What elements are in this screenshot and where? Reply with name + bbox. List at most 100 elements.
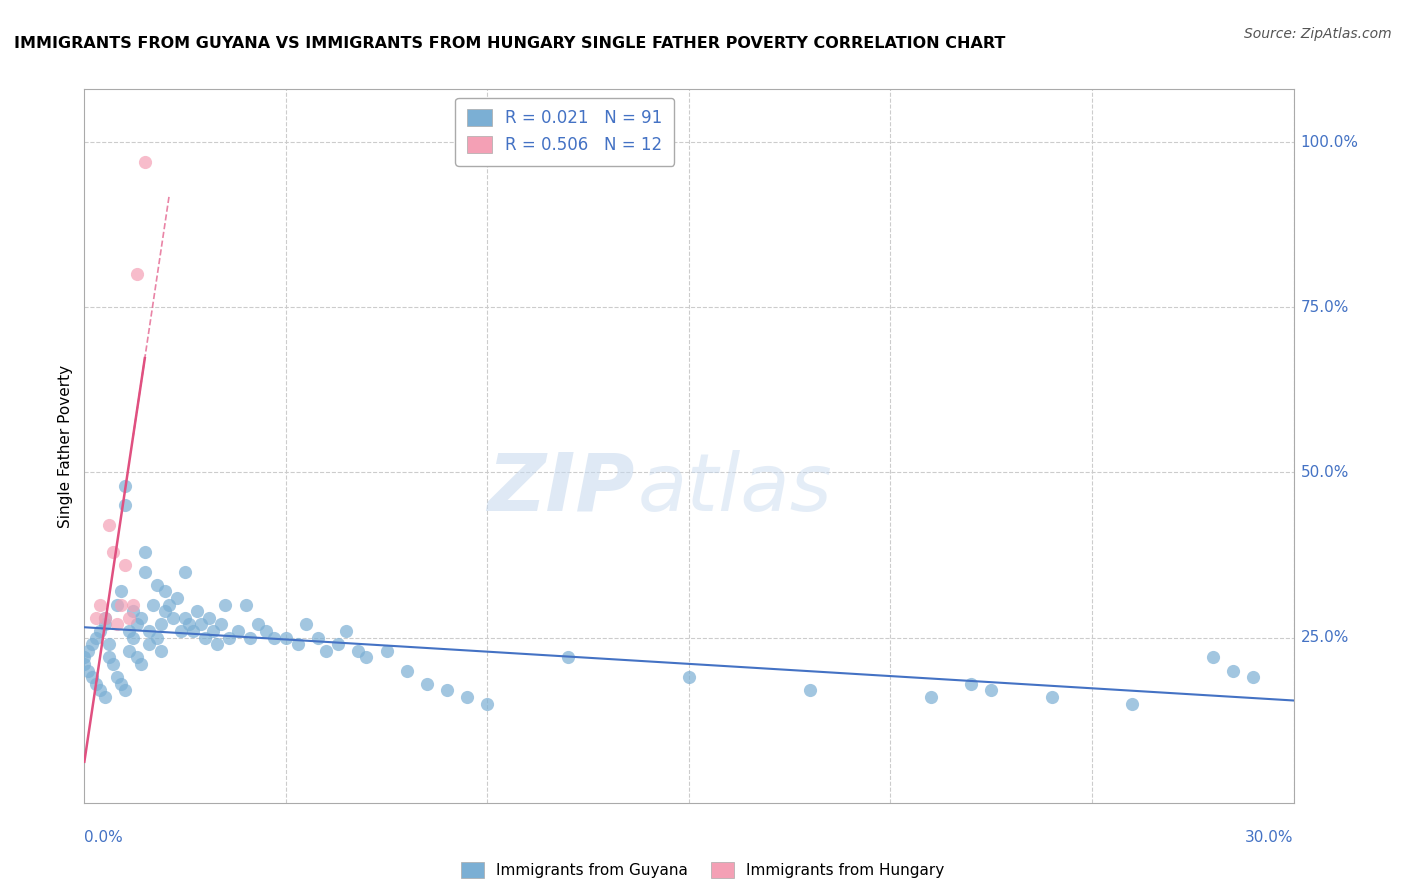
Text: atlas: atlas xyxy=(638,450,832,528)
Point xyxy=(356,650,378,665)
Point xyxy=(110,584,132,599)
Point xyxy=(214,598,236,612)
Point xyxy=(138,624,160,638)
Point xyxy=(557,650,579,665)
Point xyxy=(307,631,329,645)
Point xyxy=(202,624,225,638)
Point xyxy=(146,578,169,592)
Point xyxy=(315,644,337,658)
Point xyxy=(335,624,357,638)
Point xyxy=(129,657,152,671)
Text: 100.0%: 100.0% xyxy=(1301,135,1358,150)
Point xyxy=(125,650,148,665)
Point xyxy=(347,644,370,658)
Point xyxy=(174,565,197,579)
Text: 0.0%: 0.0% xyxy=(84,830,124,845)
Point xyxy=(153,604,176,618)
Y-axis label: Single Father Poverty: Single Father Poverty xyxy=(58,365,73,527)
Point xyxy=(254,624,277,638)
Point xyxy=(86,677,108,691)
Point xyxy=(134,154,156,169)
Point xyxy=(93,617,115,632)
Point xyxy=(235,598,257,612)
Point xyxy=(1040,690,1063,704)
Point xyxy=(121,598,143,612)
Point xyxy=(149,644,172,658)
Point xyxy=(149,617,172,632)
Point xyxy=(1202,650,1225,665)
Point xyxy=(82,637,104,651)
Point xyxy=(105,670,128,684)
Point xyxy=(436,683,458,698)
Text: Source: ZipAtlas.com: Source: ZipAtlas.com xyxy=(1244,27,1392,41)
Point xyxy=(181,624,204,638)
Point xyxy=(246,617,269,632)
Point xyxy=(86,611,108,625)
Point xyxy=(799,683,821,698)
Legend: R = 0.021   N = 91, R = 0.506   N = 12: R = 0.021 N = 91, R = 0.506 N = 12 xyxy=(456,97,675,166)
Point xyxy=(190,617,212,632)
Point xyxy=(114,499,136,513)
Point xyxy=(207,637,229,651)
Point xyxy=(186,604,208,618)
Point xyxy=(239,631,262,645)
Point xyxy=(960,677,983,691)
Point xyxy=(166,591,188,605)
Text: 75.0%: 75.0% xyxy=(1301,300,1348,315)
Point xyxy=(1121,697,1143,711)
Point xyxy=(295,617,318,632)
Point xyxy=(121,604,143,618)
Point xyxy=(114,478,136,492)
Point xyxy=(162,611,184,625)
Point xyxy=(1222,664,1244,678)
Point xyxy=(77,664,100,678)
Point xyxy=(97,518,120,533)
Point xyxy=(82,670,104,684)
Legend: Immigrants from Guyana, Immigrants from Hungary: Immigrants from Guyana, Immigrants from … xyxy=(456,856,950,884)
Text: 25.0%: 25.0% xyxy=(1301,630,1348,645)
Point xyxy=(101,545,124,559)
Point xyxy=(328,637,350,651)
Point xyxy=(1241,670,1264,684)
Point xyxy=(118,644,141,658)
Point xyxy=(218,631,240,645)
Point xyxy=(89,683,111,698)
Point xyxy=(146,631,169,645)
Point xyxy=(105,617,128,632)
Point xyxy=(97,650,120,665)
Point xyxy=(980,683,1002,698)
Point xyxy=(101,657,124,671)
Point xyxy=(105,598,128,612)
Text: 30.0%: 30.0% xyxy=(1246,830,1294,845)
Point xyxy=(125,617,148,632)
Point xyxy=(477,697,499,711)
Point xyxy=(138,637,160,651)
Point xyxy=(86,631,108,645)
Point xyxy=(93,611,115,625)
Text: ZIP: ZIP xyxy=(486,450,634,528)
Point xyxy=(194,631,217,645)
Point xyxy=(375,644,398,658)
Point xyxy=(179,617,201,632)
Point xyxy=(134,565,156,579)
Point xyxy=(89,598,111,612)
Point xyxy=(678,670,700,684)
Point xyxy=(110,598,132,612)
Point xyxy=(263,631,285,645)
Point xyxy=(73,650,96,665)
Point xyxy=(89,624,111,638)
Point xyxy=(118,624,141,638)
Point xyxy=(153,584,176,599)
Point xyxy=(174,611,197,625)
Point xyxy=(226,624,249,638)
Text: IMMIGRANTS FROM GUYANA VS IMMIGRANTS FROM HUNGARY SINGLE FATHER POVERTY CORRELAT: IMMIGRANTS FROM GUYANA VS IMMIGRANTS FRO… xyxy=(14,36,1005,51)
Point xyxy=(93,611,115,625)
Point xyxy=(125,267,148,281)
Point xyxy=(114,683,136,698)
Text: 50.0%: 50.0% xyxy=(1301,465,1348,480)
Point xyxy=(110,677,132,691)
Point xyxy=(198,611,221,625)
Point xyxy=(93,690,115,704)
Point xyxy=(209,617,232,632)
Point xyxy=(274,631,297,645)
